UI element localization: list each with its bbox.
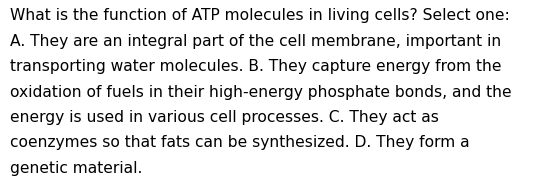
Text: A. They are an integral part of the cell membrane, important in: A. They are an integral part of the cell…: [10, 34, 501, 49]
Text: energy is used in various cell processes. C. They act as: energy is used in various cell processes…: [10, 110, 439, 125]
Text: genetic material.: genetic material.: [10, 161, 142, 176]
Text: transporting water molecules. B. They capture energy from the: transporting water molecules. B. They ca…: [10, 59, 502, 74]
Text: oxidation of fuels in their high-energy phosphate bonds, and the: oxidation of fuels in their high-energy …: [10, 85, 512, 100]
Text: What is the function of ATP molecules in living cells? Select one:: What is the function of ATP molecules in…: [10, 8, 510, 24]
Text: coenzymes so that fats can be synthesized. D. They form a: coenzymes so that fats can be synthesize…: [10, 135, 470, 150]
